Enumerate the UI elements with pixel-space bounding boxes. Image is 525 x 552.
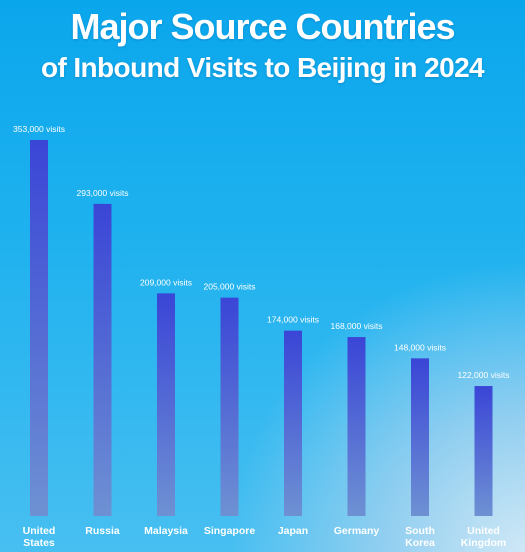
bar-value-label: 168,000 visits [331, 321, 383, 331]
bar [93, 203, 112, 516]
bar [284, 330, 302, 516]
bar-value-label: 209,000 visits [140, 277, 192, 287]
category-label: United Kingdom [461, 525, 507, 549]
bar [347, 337, 366, 516]
chart-title-line2: of Inbound Visits to Beijing in 2024 [40, 52, 485, 83]
bar [474, 386, 493, 516]
bar-value-label: 122,000 visits [458, 370, 510, 380]
chart-title-line1: Major Source Countries [70, 6, 455, 47]
bar-value-label: 353,000 visits [13, 124, 65, 134]
bar-value-label: 148,000 visits [394, 342, 446, 352]
category-label: United States [23, 525, 56, 549]
bar [220, 297, 239, 516]
category-label: South Korea [405, 525, 435, 549]
category-label: Singapore [204, 525, 256, 537]
category-label: Russia [85, 525, 120, 537]
bars-group [30, 140, 493, 516]
bar [157, 293, 175, 516]
bar-value-label: 293,000 visits [77, 188, 129, 198]
bar-value-label: 174,000 visits [267, 315, 319, 325]
category-labels-group: United States Russia Malaysia Singapore Japan… [23, 525, 507, 549]
bar-value-label: 205,000 visits [204, 282, 256, 292]
value-labels-group: 353,000 visits 293,000 visits 209,000 visi… [13, 124, 509, 380]
category-label: Germany [334, 525, 380, 537]
category-label: Japan [278, 525, 308, 537]
category-label: Malaysia [144, 525, 188, 537]
bar [30, 140, 48, 516]
bar [411, 358, 429, 516]
